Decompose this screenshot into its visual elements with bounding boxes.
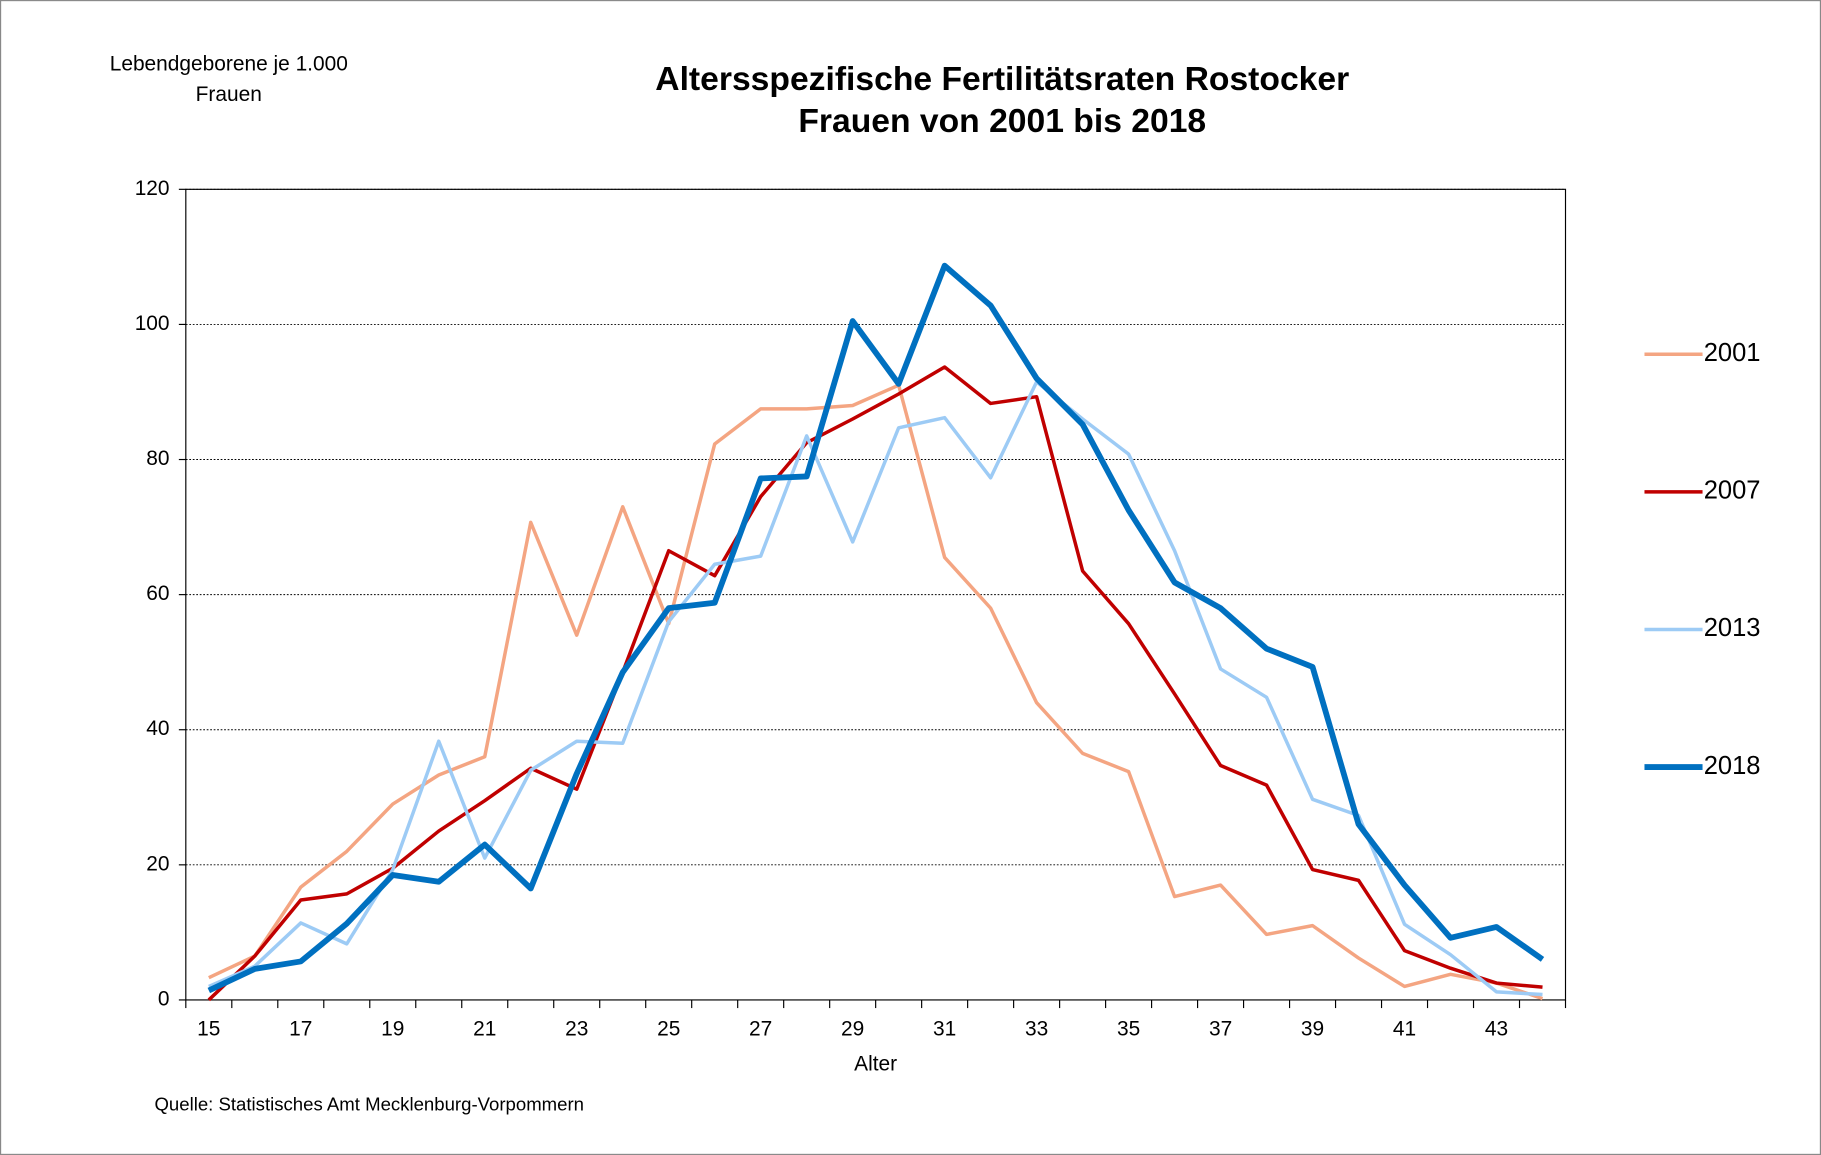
x-tick-label: 33 bbox=[1025, 1018, 1048, 1041]
legend-label: 2007 bbox=[1704, 477, 1761, 505]
x-axis-label: Alter bbox=[854, 1052, 897, 1075]
y-axis-label: Frauen bbox=[196, 83, 262, 106]
y-tick-label: 0 bbox=[158, 987, 170, 1010]
y-tick-label: 120 bbox=[135, 177, 170, 200]
chart-title: Altersspezifische Fertilitätsraten Rosto… bbox=[655, 61, 1349, 98]
x-tick-label: 21 bbox=[473, 1018, 496, 1041]
y-tick-label: 80 bbox=[146, 447, 169, 470]
legend-label: 2013 bbox=[1704, 614, 1761, 642]
x-tick-label: 35 bbox=[1117, 1018, 1140, 1041]
legend-label: 2018 bbox=[1704, 752, 1761, 780]
x-tick-label: 29 bbox=[841, 1018, 864, 1041]
x-tick-label: 37 bbox=[1209, 1018, 1232, 1041]
y-tick-label: 60 bbox=[146, 582, 169, 605]
x-tick-label: 25 bbox=[657, 1018, 680, 1041]
y-tick-label: 20 bbox=[146, 852, 169, 875]
x-tick-label: 27 bbox=[749, 1018, 772, 1041]
x-tick-label: 39 bbox=[1301, 1018, 1324, 1041]
x-tick-label: 23 bbox=[565, 1018, 588, 1041]
y-axis-label: Lebendgeborene je 1.000 bbox=[110, 53, 348, 76]
x-tick-label: 19 bbox=[381, 1018, 404, 1041]
y-tick-label: 40 bbox=[146, 717, 169, 740]
x-tick-label: 31 bbox=[933, 1018, 956, 1041]
legend-label: 2001 bbox=[1704, 339, 1761, 367]
data-line bbox=[208, 380, 1543, 997]
data-line bbox=[207, 365, 1543, 1002]
source-note: Quelle: Statistisches Amt Mecklenburg-Vo… bbox=[154, 1094, 584, 1115]
chart-title: Frauen von 2001 bis 2018 bbox=[798, 103, 1206, 140]
data-line bbox=[207, 262, 1545, 994]
x-tick-label: 17 bbox=[289, 1018, 312, 1041]
y-tick-label: 100 bbox=[135, 312, 170, 335]
data-line bbox=[208, 383, 1544, 1001]
x-tick-label: 41 bbox=[1393, 1018, 1416, 1041]
x-tick-label: 15 bbox=[197, 1018, 220, 1041]
x-tick-label: 43 bbox=[1485, 1018, 1508, 1041]
